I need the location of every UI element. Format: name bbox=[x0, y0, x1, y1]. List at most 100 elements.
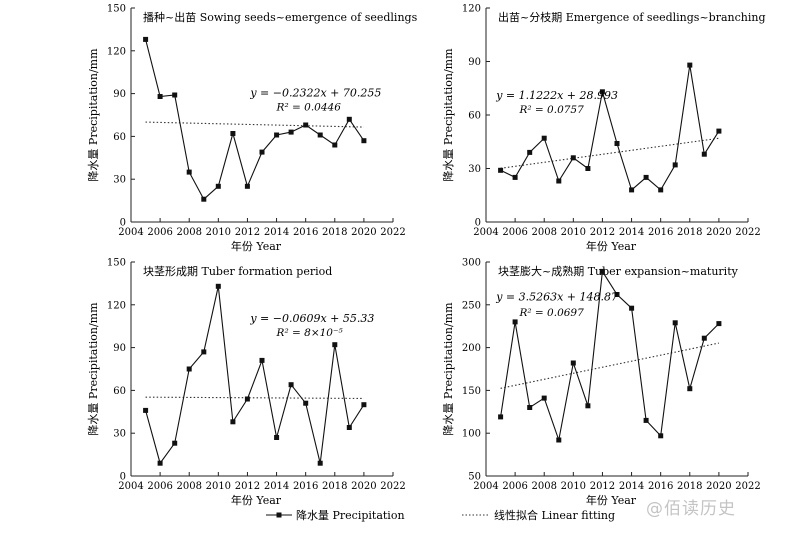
y-tick-label: 150 bbox=[107, 258, 126, 269]
data-point bbox=[259, 357, 265, 363]
fit-line bbox=[145, 121, 364, 128]
series-line bbox=[145, 286, 365, 465]
data-point bbox=[541, 135, 547, 141]
data-point bbox=[332, 142, 338, 148]
y-tick-label: 0 bbox=[120, 472, 126, 483]
x-tick-label: 2022 bbox=[735, 227, 760, 238]
x-tick-label: 2018 bbox=[677, 481, 702, 492]
series-line bbox=[145, 39, 365, 201]
x-tick-label: 2022 bbox=[735, 481, 760, 492]
data-point bbox=[599, 89, 605, 95]
data-point bbox=[541, 395, 547, 401]
chart-panels: 0 30 60 90 120 150 2004 2006 2008 2010 2012 2014 201… bbox=[86, 4, 766, 508]
panel-title: 播种~出苗 Sowing seeds~emergence of seedling… bbox=[143, 10, 418, 24]
y-axis-label: 降水量 Precipitation/mm bbox=[441, 302, 455, 436]
x-axis-label: 年份 Year bbox=[586, 239, 637, 253]
data-point bbox=[687, 62, 693, 68]
x-tick-label: 2014 bbox=[264, 227, 289, 238]
data-point bbox=[701, 335, 707, 341]
chart-panel-2: 0 30 60 90 120 2004 2006 2008 2010 2012 2014 2016 20… bbox=[441, 4, 766, 254]
data-point bbox=[701, 151, 707, 157]
x-tick-label: 2010 bbox=[561, 227, 586, 238]
x-tick-label: 2016 bbox=[648, 481, 673, 492]
y-tick-label: 100 bbox=[462, 429, 481, 440]
fit-line bbox=[145, 396, 364, 400]
data-point bbox=[186, 169, 192, 175]
y-axis-label: 降水量 Precipitation/mm bbox=[441, 48, 455, 182]
data-point bbox=[556, 437, 562, 443]
x-tick-label: 2020 bbox=[351, 227, 376, 238]
data-point bbox=[716, 128, 722, 134]
data-point bbox=[332, 342, 338, 348]
y-axis-label: 降水量 Precipitation/mm bbox=[86, 302, 100, 436]
data-point bbox=[629, 187, 635, 193]
legend-fit: 线性拟合 Linear fitting bbox=[462, 508, 615, 522]
data-point bbox=[346, 116, 352, 122]
x-tick-label: 2006 bbox=[502, 481, 527, 492]
y-axis-label: 降水量 Precipitation/mm bbox=[86, 48, 100, 182]
y-tick-label: 60 bbox=[468, 111, 481, 122]
x-tick-label: 2022 bbox=[380, 481, 405, 492]
data-point bbox=[687, 386, 693, 392]
data-point bbox=[498, 167, 504, 173]
data-point bbox=[303, 400, 309, 406]
data-point bbox=[672, 162, 678, 168]
x-tick-label: 2018 bbox=[322, 481, 347, 492]
x-tick-label: 2008 bbox=[176, 481, 201, 492]
data-point bbox=[317, 132, 323, 138]
fit-equation: y = −0.0609x + 55.33 bbox=[249, 312, 374, 325]
data-point bbox=[186, 366, 192, 372]
data-point bbox=[672, 320, 678, 326]
legend-precipitation-label: 降水量 Precipitation bbox=[296, 508, 405, 522]
data-point bbox=[143, 407, 149, 413]
x-tick-label: 2006 bbox=[502, 227, 527, 238]
data-point bbox=[215, 183, 221, 189]
x-tick-label: 2004 bbox=[473, 481, 498, 492]
data-point bbox=[643, 174, 649, 180]
x-tick-label: 2020 bbox=[706, 227, 731, 238]
chart-panel-1: 0 30 60 90 120 150 2004 2006 2008 2010 2012 2014 201… bbox=[86, 4, 418, 254]
y-tick-label: 30 bbox=[113, 175, 126, 186]
x-tick-label: 2006 bbox=[147, 481, 172, 492]
data-point bbox=[157, 460, 163, 466]
y-tick-label: 0 bbox=[475, 218, 481, 229]
data-point bbox=[303, 122, 309, 128]
fit-r-squared: R² = 8×10⁻⁵ bbox=[276, 327, 344, 339]
x-tick-label: 2012 bbox=[235, 227, 260, 238]
y-tick-label: 60 bbox=[113, 386, 126, 397]
fit-equation: y = 3.5263x + 148.87 bbox=[495, 291, 618, 304]
x-axis-label: 年份 Year bbox=[231, 493, 282, 507]
data-point bbox=[512, 319, 518, 325]
x-tick-label: 2018 bbox=[677, 227, 702, 238]
data-point bbox=[201, 349, 207, 355]
y-tick-label: 90 bbox=[468, 57, 481, 68]
data-point bbox=[614, 141, 620, 146]
x-tick-label: 2016 bbox=[293, 481, 318, 492]
x-tick-label: 2004 bbox=[473, 227, 498, 238]
y-tick-label: 300 bbox=[462, 258, 481, 269]
data-point bbox=[244, 396, 250, 402]
x-tick-label: 2010 bbox=[206, 227, 231, 238]
x-tick-label: 2014 bbox=[619, 227, 644, 238]
x-axis-label: 年份 Year bbox=[231, 239, 282, 253]
data-point bbox=[614, 292, 620, 297]
legend-precipitation: 降水量 Precipitation bbox=[266, 508, 405, 522]
x-tick-label: 2016 bbox=[648, 227, 673, 238]
fit-line bbox=[500, 342, 720, 389]
data-point bbox=[317, 460, 323, 466]
x-tick-label: 2008 bbox=[176, 227, 201, 238]
y-tick-label: 90 bbox=[113, 343, 126, 354]
data-point bbox=[274, 132, 280, 138]
x-tick-label: 2022 bbox=[380, 227, 405, 238]
fit-equation: y = 1.1222x + 28.993 bbox=[495, 89, 618, 102]
fit-r-squared: R² = 0.0697 bbox=[518, 307, 584, 319]
y-tick-label: 0 bbox=[120, 218, 126, 229]
panel-title: 块茎形成期 Tuber formation period bbox=[143, 265, 332, 278]
fit-equation: y = −0.2322x + 70.255 bbox=[249, 86, 381, 99]
data-point bbox=[527, 405, 533, 410]
fit-r-squared: R² = 0.0757 bbox=[518, 104, 584, 116]
x-tick-label: 2004 bbox=[118, 227, 143, 238]
y-tick-label: 200 bbox=[462, 343, 481, 354]
x-tick-label: 2012 bbox=[590, 227, 615, 238]
data-point bbox=[585, 166, 591, 171]
